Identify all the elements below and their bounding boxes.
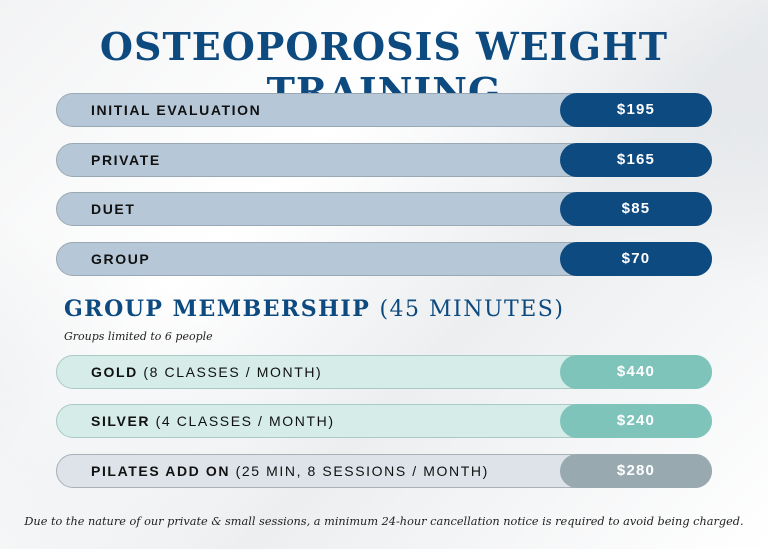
- cancellation-notice: Due to the nature of our private & small…: [24, 515, 744, 528]
- price-row-initial-evaluation: INITIAL EVALUATION $195: [56, 93, 712, 127]
- row-label: GROUP: [91, 251, 151, 267]
- row-label: DUET: [91, 201, 136, 217]
- price-badge: $440: [560, 355, 712, 389]
- price-badge: $240: [560, 404, 712, 438]
- price-badge: $280: [560, 454, 712, 488]
- row-label: SILVER (4 CLASSES / MONTH): [91, 413, 335, 429]
- price-badge: $195: [560, 93, 712, 127]
- row-label: PILATES ADD ON (25 MIN, 8 SESSIONS / MON…: [91, 463, 489, 479]
- price-row-group: GROUP $70: [56, 242, 712, 276]
- page-title: OSTEOPOROSIS WEIGHT TRAINING: [99, 24, 669, 114]
- group-limit-note: Groups limited to 6 people: [64, 330, 213, 343]
- membership-row-silver: SILVER (4 CLASSES / MONTH) $240: [56, 404, 712, 438]
- price-row-private: PRIVATE $165: [56, 143, 712, 177]
- price-badge: $85: [560, 192, 712, 226]
- row-label: INITIAL EVALUATION: [91, 102, 262, 118]
- price-row-duet: DUET $85: [56, 192, 712, 226]
- price-badge: $165: [560, 143, 712, 177]
- row-label: GOLD (8 CLASSES / MONTH): [91, 364, 323, 380]
- membership-heading: GROUP MEMBERSHIP (45 MINUTES): [64, 296, 565, 322]
- membership-row-pilates-add-on: PILATES ADD ON (25 MIN, 8 SESSIONS / MON…: [56, 454, 712, 488]
- membership-row-gold: GOLD (8 CLASSES / MONTH) $440: [56, 355, 712, 389]
- price-badge: $70: [560, 242, 712, 276]
- row-label: PRIVATE: [91, 152, 161, 168]
